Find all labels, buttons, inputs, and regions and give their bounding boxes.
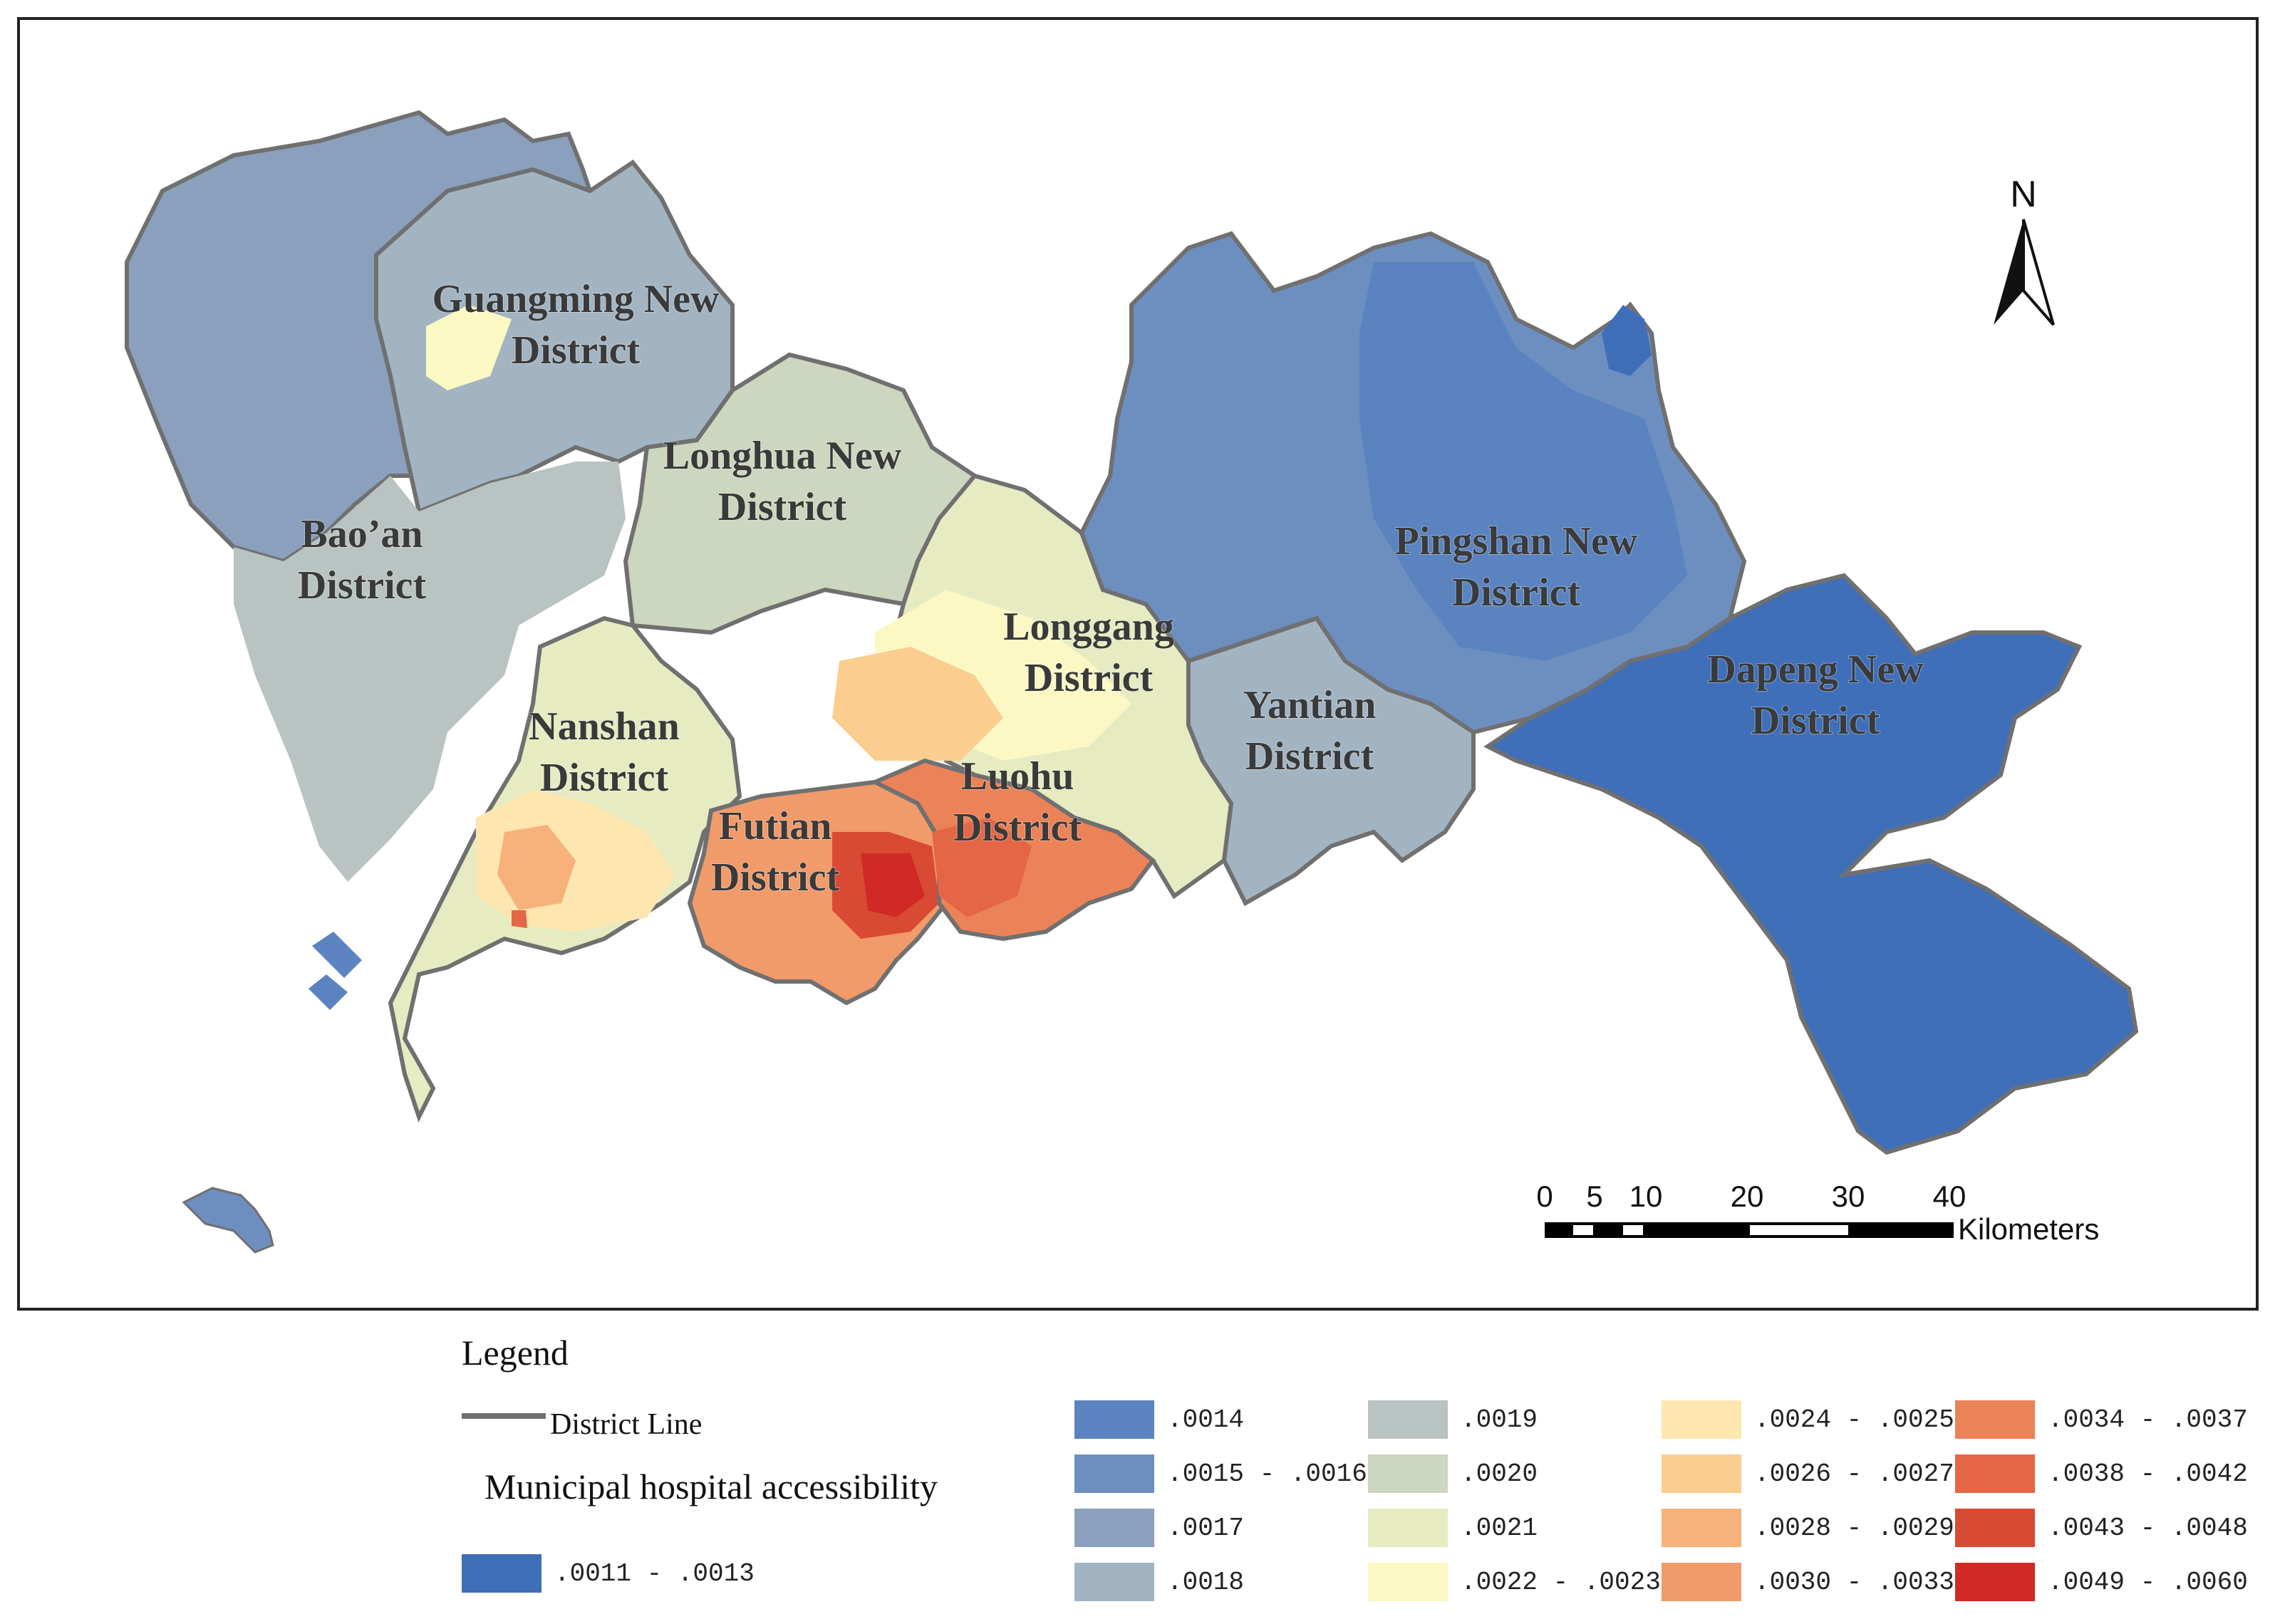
legend-title: Legend: [462, 1333, 569, 1373]
legend-class-label: .0049 - .0060: [2048, 1567, 2248, 1597]
legend-class-label: .0017: [1167, 1513, 1245, 1543]
pingshan-dark-core: [1359, 262, 1687, 661]
district-line-label: District Line: [550, 1408, 703, 1441]
legend-swatch: [1662, 1509, 1741, 1547]
island-west-b: [309, 974, 348, 1010]
scale-bar: 0 5 10 20 30 40 Kilometers: [1536, 1180, 2099, 1246]
label-guangming: Guangming New District: [432, 277, 720, 373]
guangming-yellow-patch: [426, 305, 512, 390]
legend-district-line: District Line: [462, 1403, 702, 1446]
legend-class-item: .0021: [1368, 1507, 1538, 1548]
longgang-orange-core: [832, 647, 1003, 761]
legend-class-item: .0019: [1368, 1399, 1538, 1440]
scale-tick-20: 20: [1731, 1180, 1764, 1213]
legend-swatch: [1955, 1454, 2035, 1493]
legend-class-item: .0024 - .0025: [1662, 1399, 1954, 1440]
accessibility-title: Municipal hospital accessibility: [484, 1467, 938, 1506]
label-futian: Futian District: [711, 804, 840, 900]
legend-swatch: [1955, 1563, 2035, 1601]
legend-class-label: .0043 - .0048: [2048, 1513, 2248, 1543]
legend-class-item: .0034 - .0037: [1955, 1399, 2248, 1440]
scale-tick-40: 40: [1933, 1180, 1966, 1213]
legend-class-item: .0020: [1368, 1453, 1538, 1494]
legend-class-label: .0024 - .0025: [1754, 1405, 1954, 1435]
legend-class-item: .0043 - .0048: [1955, 1507, 2248, 1548]
label-yantian: Yantian District: [1243, 683, 1377, 779]
island-west-a: [312, 932, 362, 978]
scale-tick-5: 5: [1586, 1180, 1602, 1213]
legend-class-label: .0026 - .0027: [1754, 1459, 1954, 1489]
legend-class-item: .0017: [1074, 1507, 1244, 1548]
legend-swatch: [1368, 1400, 1448, 1439]
legend-class-label: .0018: [1167, 1567, 1245, 1597]
label-pingshan: Pingshan New District: [1395, 519, 1638, 615]
nanshan-hotspot: [497, 825, 576, 910]
nanshan-hotspot-core: [512, 910, 527, 928]
north-arrow-icon: N: [1994, 174, 2055, 326]
label-baoan: Bao’an District: [298, 512, 427, 608]
scale-tick-0: 0: [1536, 1180, 1553, 1213]
luohu-core: [932, 818, 1032, 917]
futian-core-dark: [861, 853, 925, 917]
label-longgang: Longgang District: [1003, 605, 1174, 700]
legend-class-label: .0015 - .0016: [1167, 1459, 1367, 1489]
scale-tick-30: 30: [1832, 1180, 1865, 1213]
legend-class-item: .0015 - .0016: [1074, 1453, 1367, 1494]
island-southwest: [182, 1187, 274, 1254]
legend-class-label: .0014: [1167, 1405, 1245, 1435]
legend-class-item: .0022 - .0023: [1368, 1561, 1661, 1603]
pingshan-northeast-tip: [1602, 305, 1652, 376]
legend-class-item: .0026 - .0027: [1662, 1453, 1954, 1494]
north-arrow-letter: N: [2010, 174, 2037, 215]
legend-swatch: [1074, 1454, 1154, 1493]
legend-swatch: [1662, 1400, 1741, 1439]
legend-class-label: .0034 - .0037: [2048, 1405, 2248, 1435]
map-frame: Bao’an District Guangming New District Lon…: [17, 17, 2259, 1311]
legend-class-label: .0019: [1461, 1405, 1538, 1435]
legend-class-item: .0014: [1074, 1399, 1244, 1440]
legend-class-item: .0049 - .0060: [1955, 1561, 2248, 1603]
legend-swatch: [1074, 1509, 1154, 1547]
legend-class-item: .0018: [1074, 1561, 1244, 1603]
legend-class-label: .0021: [1461, 1513, 1538, 1543]
legend-class-label: .0022 - .0023: [1461, 1567, 1661, 1597]
legend-class-label: .0011 - .0013: [554, 1558, 755, 1588]
legend-class-item: .0038 - .0042: [1955, 1453, 2248, 1494]
legend-class-label: .0020: [1461, 1459, 1538, 1489]
legend-class-item: .0030 - .0033: [1662, 1561, 1954, 1603]
legend-swatch: [1368, 1509, 1448, 1547]
legend-swatch: [1662, 1563, 1741, 1601]
label-dapeng: Dapeng New District: [1707, 647, 1924, 743]
legend-class-label: .0030 - .0033: [1754, 1567, 1954, 1597]
legend-swatch: [1955, 1400, 2035, 1439]
legend-swatch: [1955, 1509, 2035, 1547]
label-luohu: Luohu District: [953, 754, 1082, 850]
district-area-dapeng[interactable]: [1483, 573, 2139, 1155]
map-canvas: Bao’an District Guangming New District Lon…: [125, 110, 2139, 1254]
legend-swatch: [1368, 1563, 1448, 1601]
legend-swatch: [1074, 1563, 1154, 1601]
legend-swatch: [1662, 1454, 1741, 1493]
legend-swatch: [462, 1554, 541, 1593]
label-longhua: Longhua New District: [663, 434, 902, 529]
legend-class-label: .0028 - .0029: [1754, 1513, 1954, 1543]
legend-class-item: .0028 - .0029: [1662, 1507, 1954, 1548]
scale-tick-10: 10: [1629, 1180, 1663, 1213]
label-nanshan: Nanshan District: [529, 704, 680, 800]
district-area-baoan-south[interactable]: [234, 462, 626, 882]
scale-unit: Kilometers: [1958, 1212, 2099, 1246]
legend-swatch: [1368, 1454, 1448, 1493]
district-line-swatch: [462, 1413, 546, 1419]
legend-swatch: [1074, 1400, 1154, 1439]
legend-class-label: .0038 - .0042: [2048, 1459, 2248, 1489]
legend-class-item: .0011 - .0013: [462, 1553, 755, 1594]
